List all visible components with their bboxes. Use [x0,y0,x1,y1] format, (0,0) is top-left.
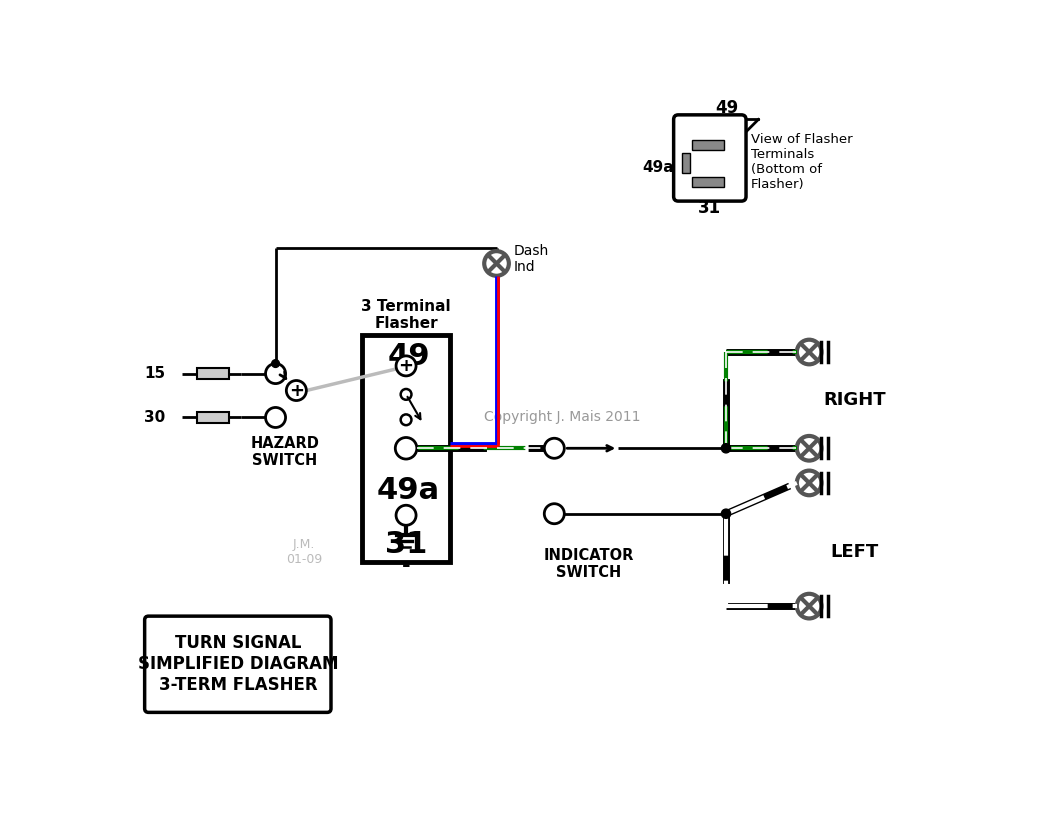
Circle shape [797,594,822,619]
Text: 49a: 49a [377,476,440,505]
Circle shape [485,251,509,276]
Circle shape [721,509,731,518]
Bar [692,177,724,187]
Bar [362,335,450,562]
Text: 15: 15 [145,366,166,381]
Circle shape [396,505,416,526]
Text: 49: 49 [388,342,431,371]
Text: 30: 30 [145,410,166,425]
FancyBboxPatch shape [674,115,746,201]
Text: -: - [401,556,411,576]
Circle shape [544,503,564,524]
Text: LEFT: LEFT [830,543,879,561]
Circle shape [396,356,416,376]
Text: +: + [398,357,414,375]
Text: 3 Terminal
Flasher: 3 Terminal Flasher [361,299,451,331]
Text: +: + [289,382,304,400]
Circle shape [797,471,822,495]
Circle shape [395,437,417,459]
Circle shape [265,407,285,428]
Text: TURN SIGNAL
SIMPLIFIED DIAGRAM
3-TERM FLASHER: TURN SIGNAL SIMPLIFIED DIAGRAM 3-TERM FL… [137,635,338,694]
Circle shape [400,415,412,425]
Circle shape [271,360,280,367]
Circle shape [797,436,822,460]
Text: RIGHT: RIGHT [824,391,886,409]
Circle shape [797,339,822,364]
Text: View of Flasher
Terminals
(Bottom of
Flasher): View of Flasher Terminals (Bottom of Fla… [751,133,852,191]
Circle shape [265,364,285,384]
Text: Dash
Ind: Dash Ind [513,244,549,274]
Bar [682,153,690,173]
Text: HAZARD
SWITCH: HAZARD SWITCH [250,436,319,468]
Bar [692,140,724,150]
Text: J.M.
01-09: J.M. 01-09 [286,539,322,566]
Text: 49a: 49a [643,160,675,175]
Text: INDICATOR
SWITCH: INDICATOR SWITCH [544,548,634,580]
Circle shape [721,444,731,453]
Bar [197,368,229,379]
Circle shape [544,438,564,459]
Circle shape [400,389,412,400]
Bar [197,412,229,423]
Text: Copyright J. Mais 2011: Copyright J. Mais 2011 [484,410,640,424]
Text: 31: 31 [384,530,428,559]
Circle shape [286,380,306,401]
Text: 49: 49 [715,100,738,118]
Text: 31: 31 [698,199,721,217]
FancyBboxPatch shape [145,616,331,712]
